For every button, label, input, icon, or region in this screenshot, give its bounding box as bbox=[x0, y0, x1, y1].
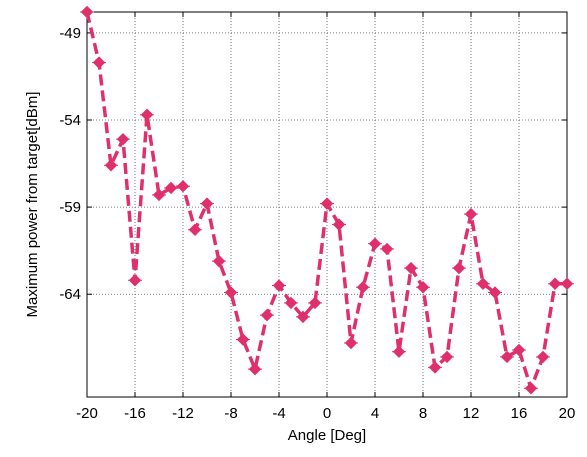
data-point bbox=[104, 159, 118, 172]
data-point bbox=[200, 197, 214, 210]
data-point bbox=[164, 181, 178, 195]
data-point bbox=[188, 223, 202, 236]
x-tick-label: -20 bbox=[76, 405, 98, 422]
data-point bbox=[80, 5, 94, 19]
data-point bbox=[296, 310, 310, 324]
data-point bbox=[332, 218, 346, 231]
data-point bbox=[248, 362, 262, 376]
data-point bbox=[464, 207, 478, 221]
data-point bbox=[452, 261, 466, 275]
x-tick-label: -16 bbox=[124, 405, 146, 422]
data-point bbox=[536, 350, 550, 364]
axis-ticks bbox=[86, 12, 568, 397]
data-point bbox=[260, 308, 274, 322]
data-point bbox=[140, 108, 154, 121]
data-point bbox=[236, 333, 250, 346]
data-point bbox=[284, 296, 298, 310]
data-point bbox=[152, 188, 166, 202]
y-tick-label: -49 bbox=[59, 25, 81, 42]
data-point bbox=[488, 286, 502, 299]
data-point bbox=[356, 281, 370, 294]
tick-labels: -20 -16 -12 -8 -4 0 4 8 12 16 20 -49 -54 -59 -64 bbox=[59, 25, 575, 422]
data-point bbox=[560, 277, 574, 290]
data-point bbox=[320, 197, 334, 210]
data-point bbox=[440, 350, 454, 364]
data-point bbox=[92, 56, 106, 69]
x-tick-label: 8 bbox=[419, 405, 427, 422]
y-tick-label: -54 bbox=[59, 112, 81, 129]
x-tick-label: 0 bbox=[323, 405, 331, 422]
data-point bbox=[500, 350, 514, 364]
data-point bbox=[128, 274, 142, 287]
data-point bbox=[116, 132, 130, 146]
data-point bbox=[416, 281, 430, 294]
data-point bbox=[548, 277, 562, 290]
x-axis-label: Angle [Deg] bbox=[288, 427, 366, 444]
data-point bbox=[512, 343, 526, 357]
data-point bbox=[224, 286, 238, 299]
data-point bbox=[428, 361, 442, 374]
data-point bbox=[176, 180, 190, 193]
data-point bbox=[404, 261, 418, 275]
data-point bbox=[368, 237, 382, 250]
x-tick-label: 12 bbox=[463, 405, 480, 422]
data-point bbox=[272, 279, 286, 292]
x-tick-label: 4 bbox=[371, 405, 379, 422]
data-point bbox=[308, 296, 322, 310]
y-axis-label: Maximum power from target[dBm] bbox=[24, 92, 41, 318]
x-tick-label: -12 bbox=[172, 405, 194, 422]
data-point bbox=[380, 242, 394, 256]
x-tick-label: -4 bbox=[272, 405, 285, 422]
data-point bbox=[344, 336, 358, 350]
x-tick-label: 20 bbox=[559, 405, 576, 422]
series-layer bbox=[80, 5, 574, 395]
data-point bbox=[476, 277, 490, 290]
y-tick-label: -64 bbox=[59, 286, 81, 303]
y-tick-label: -59 bbox=[59, 199, 81, 216]
data-point bbox=[524, 382, 538, 395]
x-tick-label: 16 bbox=[511, 405, 528, 422]
data-point bbox=[392, 345, 406, 358]
x-tick-label: -8 bbox=[224, 405, 237, 422]
data-point bbox=[212, 254, 226, 268]
